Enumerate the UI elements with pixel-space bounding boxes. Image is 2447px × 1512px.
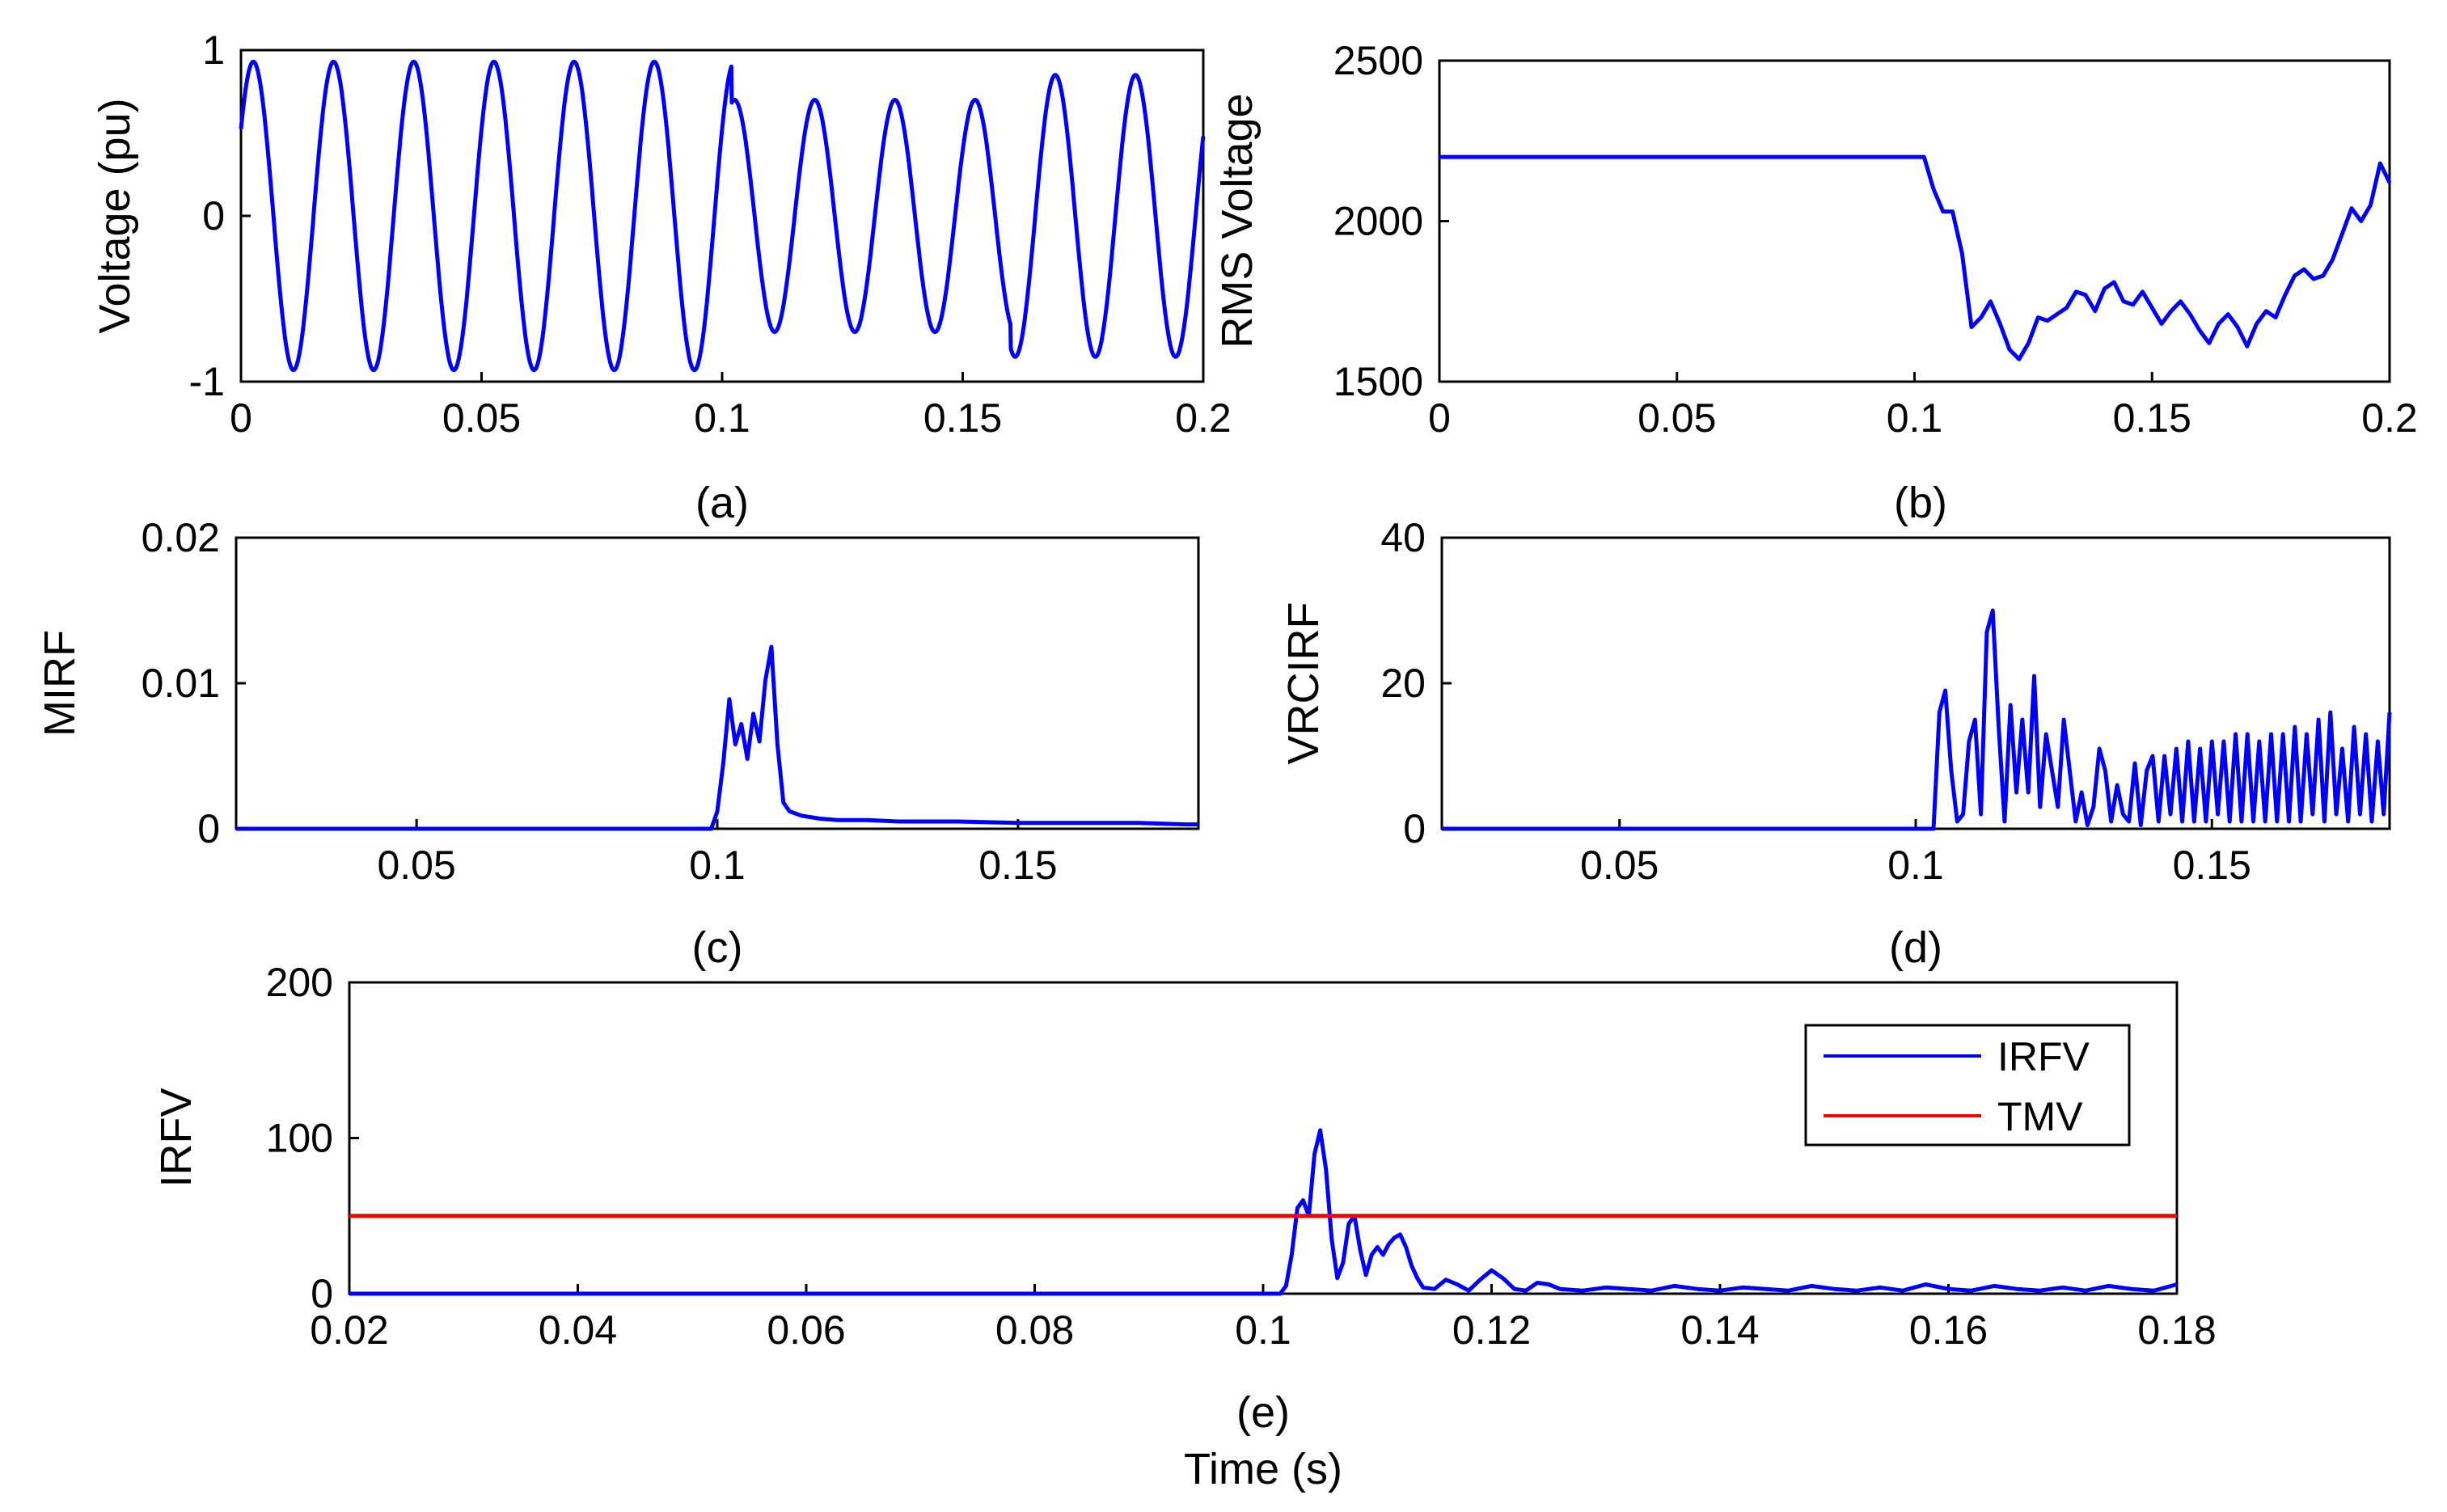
legend-label-tmv: TMV [1997,1094,2083,1139]
panel-b: RMS Voltage (b) 0 0.05 0.1 0.15 0.2 1500 2000 2… [1213,38,2418,527]
figure-xlabel: Time (s) [1184,1445,1342,1493]
panel-e-xtick-label: 0.12 [1452,1307,1531,1353]
panel-b-axes [1438,59,2391,383]
panel-c-axes [235,536,1200,830]
panel-c: MIRF (c) 0.05 0.1 0.15 0 0.01 0.02 [36,515,1200,972]
panel-e-xtick-label: 0.02 [310,1307,388,1353]
panel-a-caption: (a) [695,479,749,527]
panel-b-ytick-label: 2500 [1333,38,1423,83]
panel-a-ylabel: Voltage (pu) [91,98,139,333]
panel-c-series-mirf [236,644,1198,831]
panel-b-ytick-label: 2000 [1333,199,1423,244]
panel-d-xtick-label: 0.15 [2173,843,2251,888]
panel-e-xtick-label: 0.14 [1680,1307,1759,1353]
panel-b-caption: (b) [1894,479,1947,527]
panel-e-xtick-label: 0.16 [1909,1307,1988,1353]
panel-e-xtick-label: 0.06 [767,1307,845,1353]
panel-a-axes [239,49,1205,383]
panel-e-xtick-label: 0.18 [2137,1307,2216,1353]
panel-c-xtick-label: 0.1 [689,843,746,888]
panel-a-ytick-label: 1 [202,27,225,73]
panel-a-xtick-label: 0.2 [1175,395,1232,441]
panel-e-ytick-label: 0 [311,1271,333,1316]
panel-e-ytick-label: 100 [266,1116,333,1161]
panel-b-xtick-label: 0.15 [2113,395,2191,441]
panel-d-ytick-label: 20 [1380,661,1426,706]
panel-c-ylabel: MIRF [36,630,84,737]
panel-d-ylabel: VRCIRF [1279,602,1328,765]
panel-a-xtick-label: 0.1 [694,395,750,441]
panel-b-xtick-label: 0.05 [1638,395,1716,441]
legend-box [1804,1024,2131,1147]
panel-d-ytick-label: 40 [1380,515,1426,560]
panel-e-series-irfv [349,1128,2178,1296]
panel-a-ytick-label: -1 [189,359,225,404]
legend-label-irfv: IRFV [1997,1034,2090,1079]
panel-a-series-voltage [239,59,1206,373]
panel-b-xtick-label: 0 [1428,395,1451,441]
panel-b-ytick-label: 1500 [1333,359,1423,404]
panel-e-ytick-label: 200 [266,960,333,1005]
panel-c-xtick-label: 0.15 [978,843,1057,888]
panel-e-xtick-label: 0.1 [1235,1307,1291,1353]
panel-c-ytick-label: 0.01 [142,661,220,706]
panel-c-xtick-label: 0.05 [377,843,455,888]
panel-a-xtick-label: 0 [230,395,252,441]
panel-e: IRFV (e) Time (s) 0.02 0.04 0.06 0.08 0.1 0.1… [152,960,2217,1493]
panel-d: VRCIRF (d) 0.05 0.1 0.15 0 20 40 [1279,515,2392,972]
panel-a-ytick-label: 0 [202,193,225,239]
panel-a: Voltage (pu) (a) 0 0.05 0.1 0.15 0.2-101 [91,27,1232,527]
panel-e-caption: (e) [1236,1388,1290,1437]
panel-b-series-rms-voltage [1439,154,2392,361]
panel-d-xtick-label: 0.05 [1580,843,1659,888]
panel-d-series-vrcirf [1442,608,2392,831]
panel-c-ytick-label: 0.02 [142,515,220,560]
legend: IRFV TMV [1804,1024,2131,1147]
panel-b-ylabel: RMS Voltage [1213,93,1262,348]
panel-e-xtick-label: 0.04 [539,1307,617,1353]
panel-a-xtick-label: 0.05 [442,395,521,441]
panel-a-xtick-label: 0.15 [923,395,1002,441]
panel-b-xtick-label: 0.2 [2361,395,2418,441]
panel-c-ytick-label: 0 [197,806,220,851]
panel-d-axes [1440,536,2391,830]
panel-e-xtick-label: 0.08 [995,1307,1074,1353]
panel-b-xtick-label: 0.1 [1887,395,1943,441]
panel-d-ytick-label: 0 [1403,806,1426,851]
panel-d-caption: (d) [1889,923,1942,972]
panel-c-caption: (c) [692,923,743,972]
panel-e-ylabel: IRFV [152,1088,201,1187]
panel-d-xtick-label: 0.1 [1887,843,1944,888]
